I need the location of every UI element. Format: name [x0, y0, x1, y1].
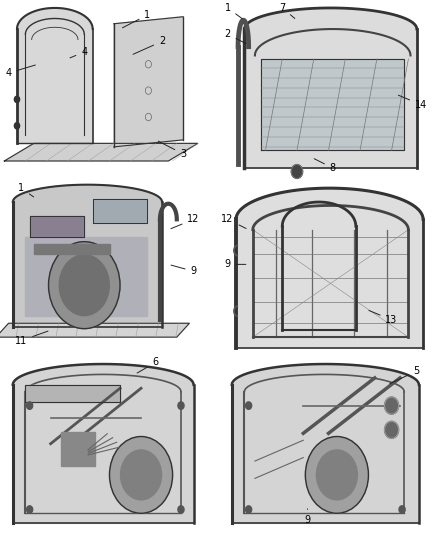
Text: 7: 7 — [279, 3, 295, 19]
Polygon shape — [13, 364, 194, 523]
Polygon shape — [236, 188, 423, 348]
Circle shape — [14, 123, 20, 129]
Circle shape — [385, 421, 399, 438]
Circle shape — [305, 437, 368, 513]
Circle shape — [399, 506, 405, 513]
Circle shape — [27, 402, 33, 409]
Text: 9: 9 — [304, 509, 311, 525]
Text: 2: 2 — [133, 36, 165, 54]
Text: 4: 4 — [70, 47, 87, 58]
Circle shape — [14, 96, 20, 102]
Text: 13: 13 — [369, 310, 398, 325]
Polygon shape — [0, 323, 189, 337]
Circle shape — [178, 402, 184, 409]
Text: 5: 5 — [390, 366, 420, 384]
Text: 12: 12 — [171, 214, 200, 229]
Circle shape — [178, 506, 184, 513]
Polygon shape — [244, 8, 417, 168]
Text: 1: 1 — [123, 10, 150, 28]
Polygon shape — [17, 8, 93, 143]
Circle shape — [246, 402, 252, 409]
Polygon shape — [114, 17, 183, 147]
Text: 3: 3 — [158, 141, 186, 159]
Text: 9: 9 — [225, 260, 246, 269]
Text: 2: 2 — [224, 29, 246, 44]
Circle shape — [291, 165, 303, 179]
Circle shape — [246, 506, 252, 513]
Text: 9: 9 — [171, 265, 197, 276]
Polygon shape — [93, 198, 147, 223]
Polygon shape — [25, 237, 147, 316]
Circle shape — [110, 437, 173, 513]
Polygon shape — [30, 216, 84, 237]
Text: 1: 1 — [18, 183, 34, 197]
Text: 4: 4 — [6, 65, 35, 78]
Circle shape — [59, 255, 110, 316]
Polygon shape — [13, 185, 162, 327]
Text: 14: 14 — [398, 95, 427, 110]
Polygon shape — [34, 244, 110, 254]
Polygon shape — [61, 432, 95, 466]
Polygon shape — [25, 385, 120, 402]
Text: 12: 12 — [221, 214, 246, 229]
Circle shape — [316, 450, 357, 500]
Polygon shape — [261, 59, 404, 150]
Circle shape — [385, 397, 399, 414]
Polygon shape — [4, 143, 198, 161]
Text: 6: 6 — [137, 357, 159, 373]
Text: 1: 1 — [225, 3, 242, 19]
Polygon shape — [232, 364, 419, 523]
Circle shape — [49, 241, 120, 329]
Text: 8: 8 — [314, 159, 336, 173]
Text: 11: 11 — [15, 331, 48, 345]
Circle shape — [120, 450, 162, 500]
Circle shape — [27, 506, 33, 513]
